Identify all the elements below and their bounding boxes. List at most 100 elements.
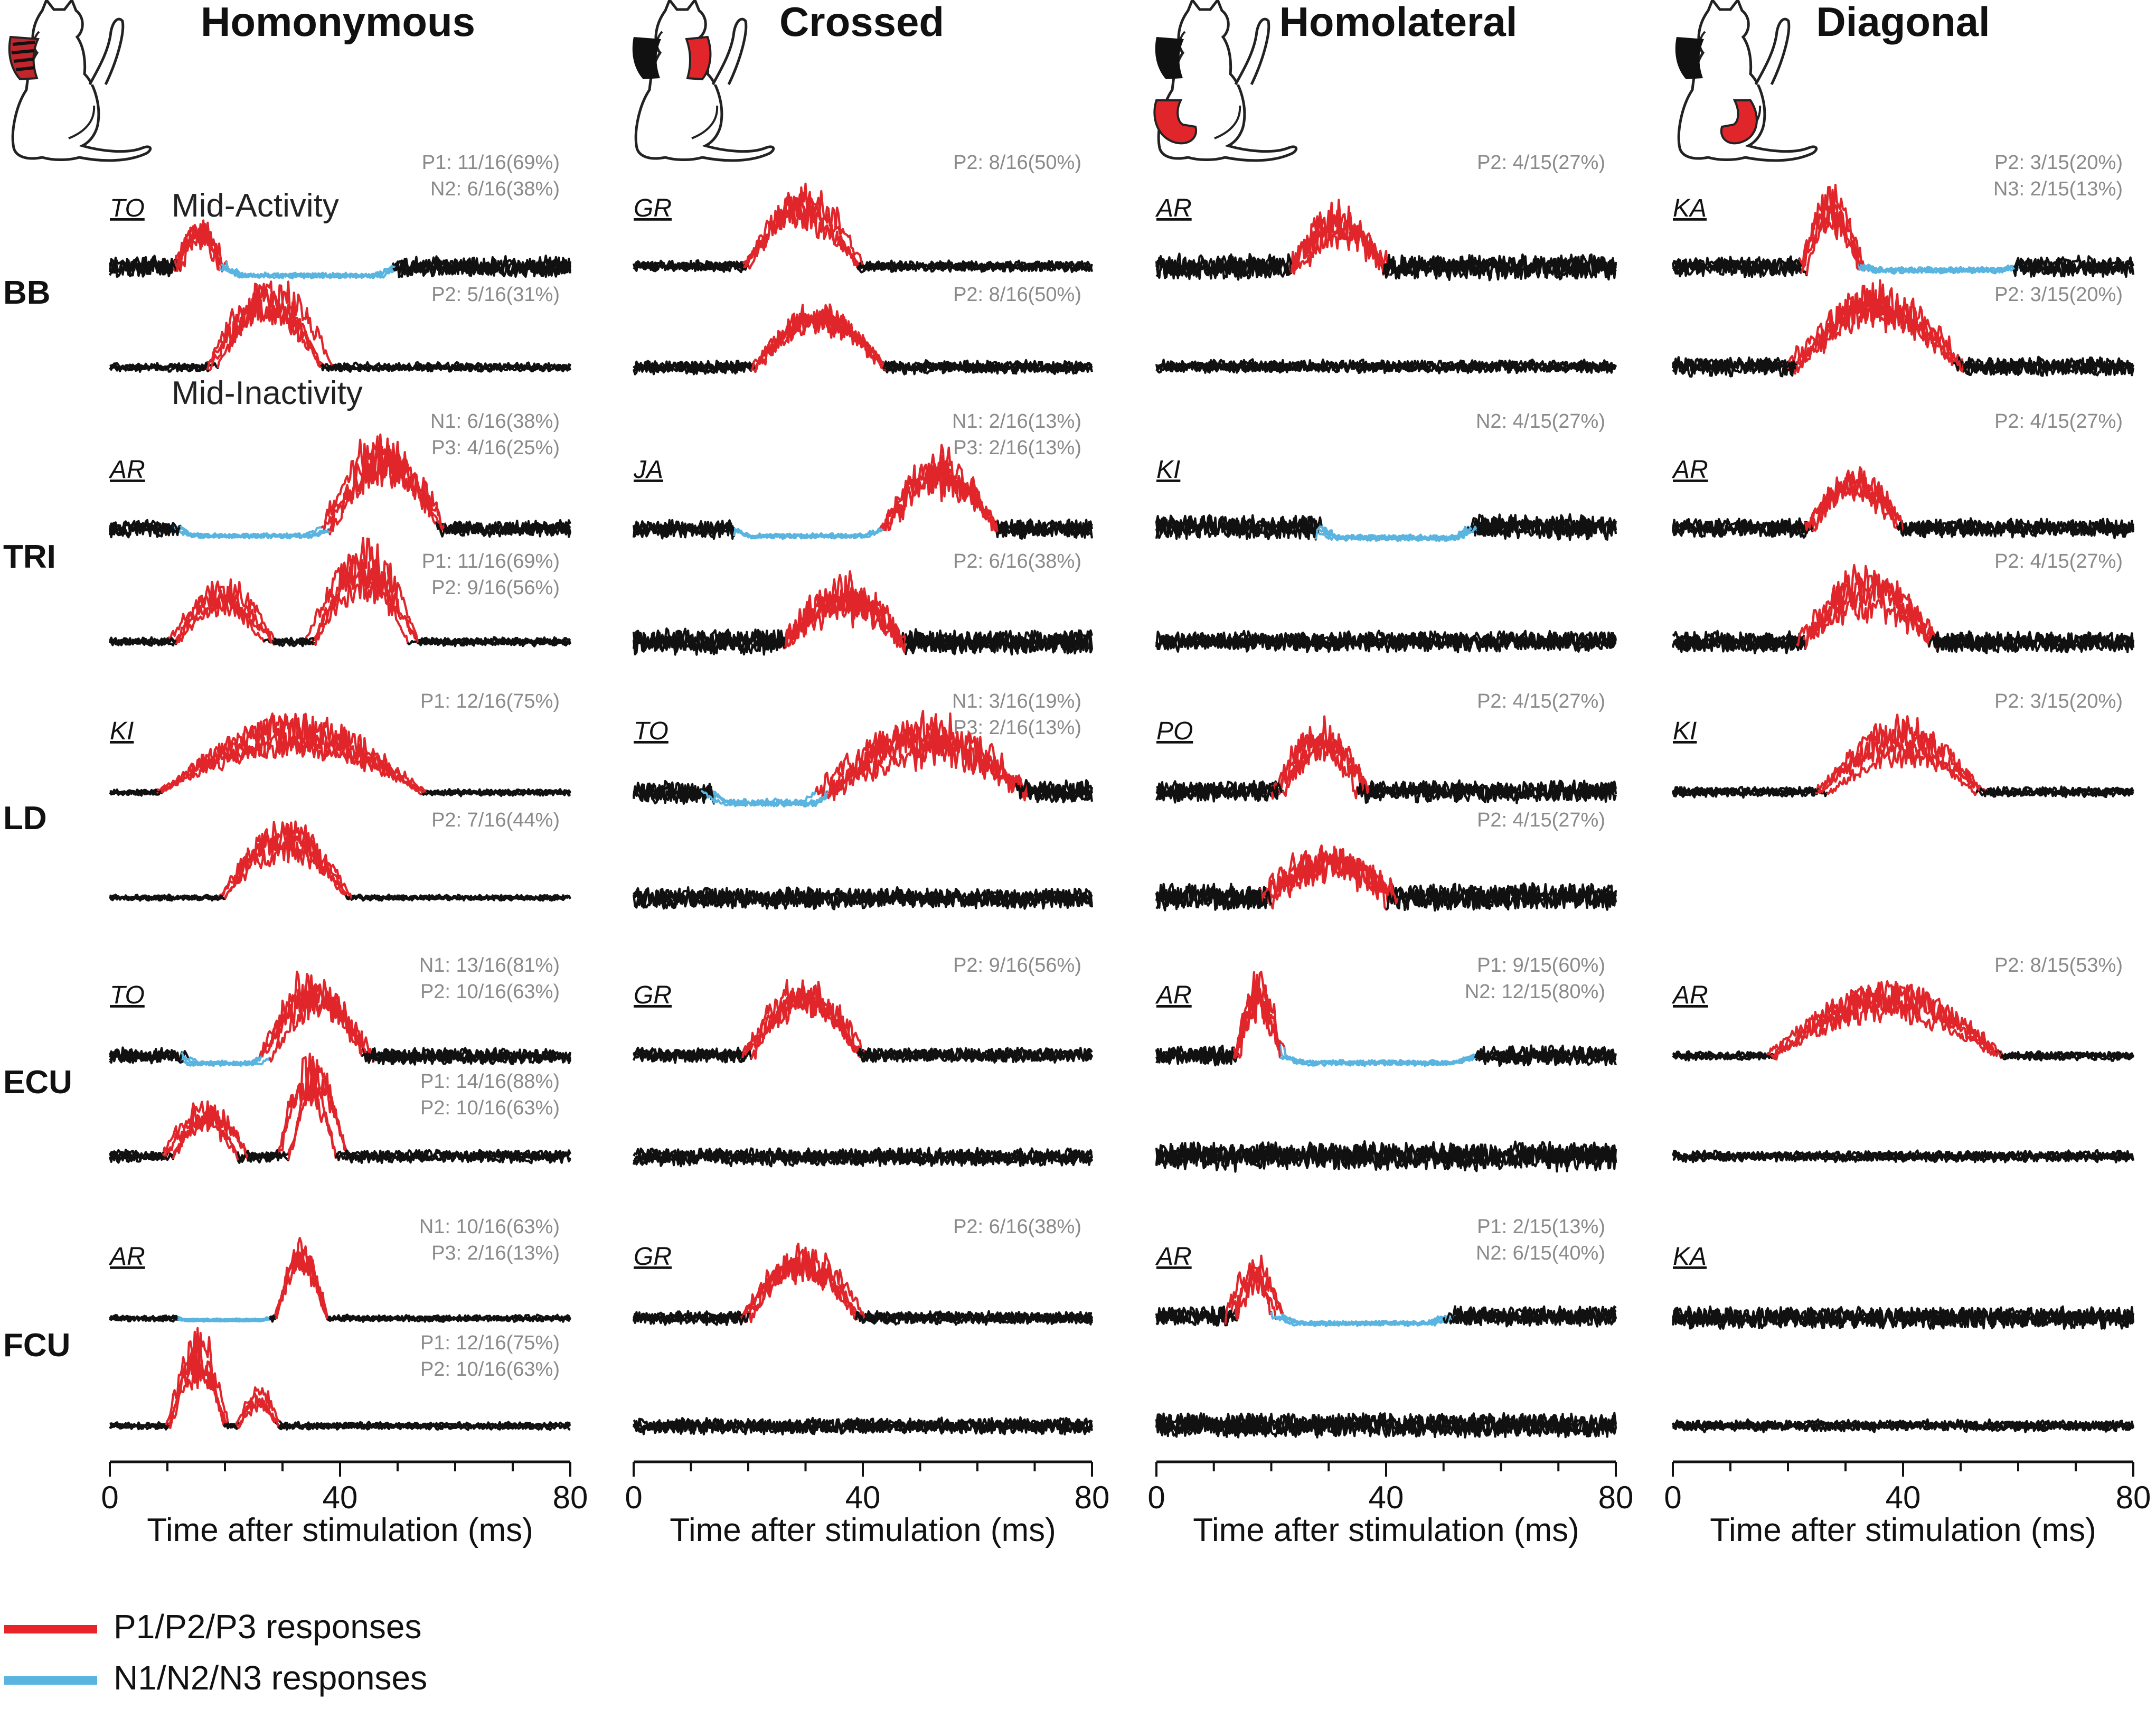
cat-id-label: GR (634, 981, 672, 1009)
trace-positive-response (1288, 213, 1383, 272)
trace-baseline (1368, 779, 1617, 802)
trace-positive-response (1764, 980, 1998, 1057)
trace-baseline (1476, 513, 1617, 540)
trace-mid-activity (633, 979, 1093, 1064)
response-stat: P1: 12/16(75%) (420, 1332, 560, 1354)
x-tick-label: 80 (1598, 1480, 1634, 1515)
response-stat: P2: 6/16(38%) (953, 1216, 1081, 1238)
trace-baseline (1470, 514, 1617, 541)
x-axis-title: Time after stimulation (ms) (670, 1512, 1056, 1548)
x-tick-label: 0 (1664, 1480, 1681, 1515)
trace-baseline (109, 1150, 176, 1161)
cat-id-label: AR (1671, 456, 1708, 484)
trace-baseline (1672, 358, 1800, 378)
trace-mid-inactivity (1155, 1140, 1617, 1173)
trace-positive-response (1236, 1265, 1285, 1321)
cat-id-label: KI (1156, 456, 1180, 484)
response-stat: N1: 13/16(81%) (419, 954, 560, 976)
trace-baseline (1994, 1050, 2134, 1060)
trace-mid-activity (632, 1242, 1094, 1326)
trace-baseline (1155, 883, 1274, 912)
response-stat: P3: 4/16(25%) (431, 437, 560, 459)
trace-mid-inactivity (1155, 358, 1617, 374)
trace-positive-response (287, 1074, 349, 1161)
x-tick-label: 40 (1886, 1480, 1921, 1515)
trace-baseline (1671, 518, 1808, 538)
trace-baseline (1962, 358, 2135, 377)
cat-icon-homonymous (8, 0, 150, 161)
panel-diagonal-tri: AR P2: 4/15(27%) P2: 4/15(27%) (1671, 410, 2135, 654)
response-stat: P3: 2/16(13%) (953, 437, 1081, 459)
trace-baseline (633, 260, 747, 274)
response-stat: P1: 9/15(60%) (1477, 954, 1605, 976)
trace-baseline (1672, 786, 1821, 797)
trace-positive-response (827, 720, 1032, 800)
trace-positive-response (165, 1341, 226, 1428)
response-stat: P2: 4/15(27%) (1994, 550, 2123, 572)
response-stat: P1: 2/15(13%) (1477, 1216, 1605, 1238)
x-axis-homonymous: 0 40 80 Time after stimulation (ms) (101, 1460, 588, 1548)
trace-baseline (1382, 253, 1617, 280)
response-stat: P1: 11/16(69%) (422, 550, 560, 572)
response-stat: N2: 6/15(40%) (1476, 1242, 1605, 1264)
trace-mid-inactivity (109, 537, 572, 647)
trace-positive-response (1232, 983, 1282, 1059)
response-stat: P2: 10/16(63%) (420, 1358, 560, 1381)
trace-mid-activity (1155, 715, 1617, 804)
trace-negative-response (179, 525, 333, 540)
trace-mid-activity (632, 710, 1094, 808)
trace-negative-response (1270, 1311, 1446, 1327)
trace-baseline (326, 1315, 571, 1323)
panel-crossed-ecu: GR P2: 9/16(56%) (632, 954, 1094, 1168)
panel-homonymous-ecu: TO N1: 13/16(81%) P2: 10/16(63%) P1: 14/16(… (108, 954, 572, 1165)
trace-positive-response (1224, 1259, 1274, 1325)
response-stat: P2: 5/16(31%) (431, 284, 560, 306)
cat-id-label: GR (634, 1243, 672, 1271)
trace-positive-response (753, 310, 888, 373)
trace-baseline (632, 627, 788, 654)
trace-baseline (109, 1046, 184, 1063)
trace-baseline (2000, 1053, 2134, 1062)
row-label-ld: LD (3, 800, 47, 837)
response-stat: P1: 11/16(69%) (422, 152, 560, 174)
trace-baseline (1155, 1046, 1237, 1067)
trace-mid-activity (109, 1237, 571, 1323)
x-tick-label: 40 (1369, 1480, 1404, 1515)
trace-mid-activity (1155, 971, 1617, 1067)
trace-baseline (273, 636, 316, 645)
trace-mid-inactivity (632, 1147, 1094, 1168)
trace-mid-activity (1671, 466, 2135, 540)
trace-baseline (2014, 255, 2135, 276)
trace-positive-response (1815, 740, 1979, 796)
response-stat: N1: 6/16(38%) (430, 410, 560, 433)
trace-baseline (109, 256, 177, 278)
trace-positive-response (162, 1101, 241, 1160)
column-title-homonymous: Homonymous (201, 0, 475, 45)
trace-mid-activity (1671, 1305, 2135, 1330)
trace-baseline (1672, 1053, 1773, 1062)
response-stat: P2: 6/16(38%) (953, 550, 1081, 572)
cat-icon-homolateral (1153, 0, 1296, 161)
x-axis-crossed: 0 40 80 Time after stimulation (ms) (625, 1460, 1109, 1548)
response-stat: P2: 8/16(50%) (953, 152, 1081, 174)
response-stat: P2: 4/15(27%) (1477, 152, 1605, 174)
trace-positive-response (741, 979, 859, 1058)
trace-baseline (1155, 252, 1294, 280)
x-tick-label: 40 (845, 1480, 881, 1515)
trace-positive-response (314, 537, 420, 645)
panel-diagonal-fcu: KA (1671, 1243, 2135, 1433)
trace-baseline (443, 519, 571, 537)
trace-baseline (1155, 359, 1617, 373)
trace-baseline (1155, 631, 1617, 653)
trace-baseline (1155, 1412, 1617, 1439)
trace-positive-response (1800, 203, 1860, 274)
trace-baseline (1474, 1046, 1617, 1067)
trace-mid-inactivity (109, 820, 571, 902)
trace-baseline (633, 886, 1093, 909)
trace-baseline (334, 1152, 571, 1165)
x-axis-title: Time after stimulation (ms) (1710, 1512, 2096, 1548)
cat-id-label: KA (1673, 194, 1707, 222)
trace-positive-response (172, 1106, 251, 1162)
cat-id-label: TO (110, 194, 145, 222)
panel-crossed-bb: GR P2: 8/16(50%) P2: 8/16(50%) (632, 152, 1094, 375)
